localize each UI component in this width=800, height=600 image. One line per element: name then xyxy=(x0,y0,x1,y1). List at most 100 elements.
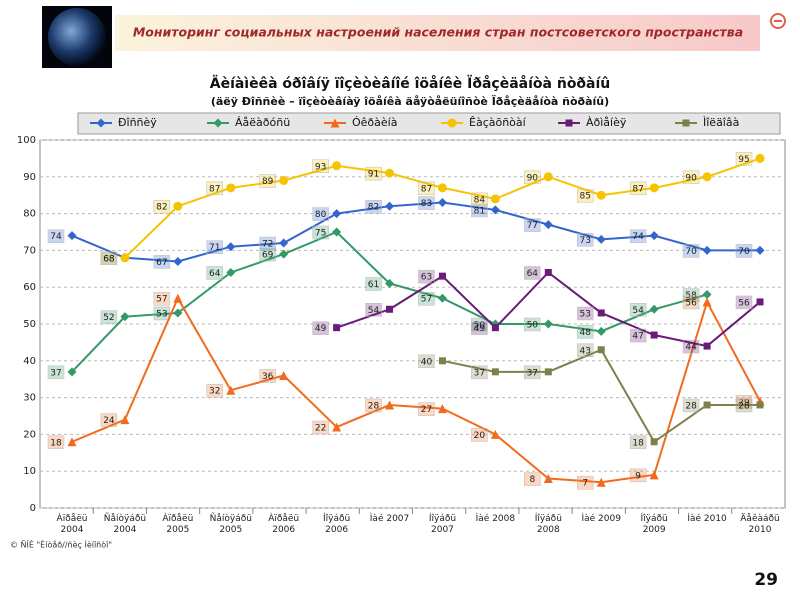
data-point xyxy=(543,474,553,484)
value-label: 84 xyxy=(474,195,486,205)
data-point xyxy=(596,190,606,200)
data-point xyxy=(67,231,77,241)
value-label: 27 xyxy=(421,405,432,415)
value-label: 37 xyxy=(50,368,61,378)
x-tick-label: Íîÿáðü 2006 xyxy=(323,514,351,535)
value-label-box xyxy=(576,233,594,247)
x-tick-label: Ñåíòÿáðü 2005 xyxy=(209,514,252,535)
value-label-box xyxy=(47,229,65,243)
data-point xyxy=(702,245,712,255)
y-tick-label: 30 xyxy=(23,393,36,404)
y-tick-label: 20 xyxy=(23,429,36,440)
data-point xyxy=(67,367,77,377)
data-point xyxy=(173,201,183,211)
data-point xyxy=(491,324,499,332)
value-label-box xyxy=(735,398,753,413)
value-label: 90 xyxy=(685,173,697,183)
page-number: 29 xyxy=(754,570,778,590)
legend-label: Àðìåíèÿ xyxy=(586,116,627,129)
value-label: 89 xyxy=(262,177,274,187)
value-label: 49 xyxy=(474,324,486,334)
value-label-box xyxy=(312,420,329,435)
value-label: 56 xyxy=(685,298,697,308)
value-label: 56 xyxy=(738,298,750,308)
value-label-box xyxy=(206,181,224,196)
x-tick-label: Ñåíòÿáðü 2004 xyxy=(103,514,147,535)
value-label: 81 xyxy=(474,206,485,216)
value-label: 57 xyxy=(421,295,432,305)
chart-title: Äèíàìèêà óðîâíÿ ïîçèòèâíîé îöåíêè Ïðåçèä… xyxy=(210,75,611,92)
value-label: 57 xyxy=(156,295,167,305)
value-label-box xyxy=(682,398,700,413)
legend-marker xyxy=(96,118,106,128)
data-point xyxy=(386,305,394,313)
value-label-box xyxy=(153,306,171,321)
value-label-box xyxy=(418,354,435,369)
data-point xyxy=(491,368,499,376)
globe xyxy=(48,8,106,66)
value-label-box xyxy=(365,166,382,181)
value-label: 91 xyxy=(368,170,379,180)
data-point xyxy=(650,331,658,339)
value-label-box xyxy=(418,181,435,196)
value-label: 7 xyxy=(582,479,588,489)
series-line xyxy=(71,201,760,263)
value-label-box xyxy=(418,196,435,210)
data-point xyxy=(438,272,446,280)
value-label: 44 xyxy=(685,343,697,353)
value-label-box xyxy=(576,188,594,203)
legend-marker xyxy=(213,118,223,128)
value-label-box xyxy=(206,383,224,398)
value-label: 85 xyxy=(580,192,591,202)
value-label: 9 xyxy=(635,471,641,481)
value-label: 18 xyxy=(50,438,62,448)
x-tick-label: Ìàé 2010 xyxy=(687,514,727,524)
value-label: 29 xyxy=(738,398,750,408)
data-point xyxy=(173,256,183,266)
value-label-box xyxy=(365,303,382,317)
value-label: 20 xyxy=(474,431,486,441)
data-point xyxy=(650,438,658,446)
data-point xyxy=(544,368,552,376)
value-label-box xyxy=(471,321,488,335)
legend-label: Ìîëäîâà xyxy=(703,116,739,129)
value-label-box xyxy=(682,288,700,302)
x-tick-label: Ìàé 2008 xyxy=(475,514,516,524)
data-point xyxy=(333,324,341,332)
value-label-box xyxy=(312,207,329,221)
value-label-box xyxy=(312,225,329,240)
x-tick-label: Íîÿáðü 2009 xyxy=(640,514,668,535)
value-label: 52 xyxy=(103,313,114,323)
legend-label: Óêðàèíà xyxy=(352,116,397,129)
value-label-box xyxy=(629,303,647,317)
data-point xyxy=(543,319,553,329)
value-label: 93 xyxy=(315,162,326,172)
value-label: 50 xyxy=(474,321,486,331)
value-label: 50 xyxy=(527,321,539,331)
data-point xyxy=(756,401,764,409)
value-label: 22 xyxy=(315,424,326,434)
icon xyxy=(770,13,786,29)
data-point xyxy=(597,346,605,354)
x-tick-label: Àïðåëü 2005 xyxy=(162,514,194,535)
data-point xyxy=(279,175,289,185)
data-point xyxy=(438,357,446,365)
data-point xyxy=(226,242,236,252)
data-point xyxy=(490,205,500,215)
value-label: 95 xyxy=(738,155,749,165)
data-point xyxy=(385,400,395,410)
value-label: 32 xyxy=(209,387,220,397)
data-point xyxy=(596,477,606,487)
value-label-box xyxy=(418,269,435,284)
value-label: 37 xyxy=(474,368,485,378)
data-point xyxy=(596,234,606,244)
value-label-box xyxy=(153,255,171,269)
y-tick-label: 0 xyxy=(30,503,36,514)
value-label: 69 xyxy=(262,251,274,261)
value-label: 90 xyxy=(527,173,539,183)
legend-marker xyxy=(447,118,457,128)
value-label: 71 xyxy=(209,243,220,253)
value-label-box xyxy=(576,325,594,339)
data-point xyxy=(649,304,659,314)
